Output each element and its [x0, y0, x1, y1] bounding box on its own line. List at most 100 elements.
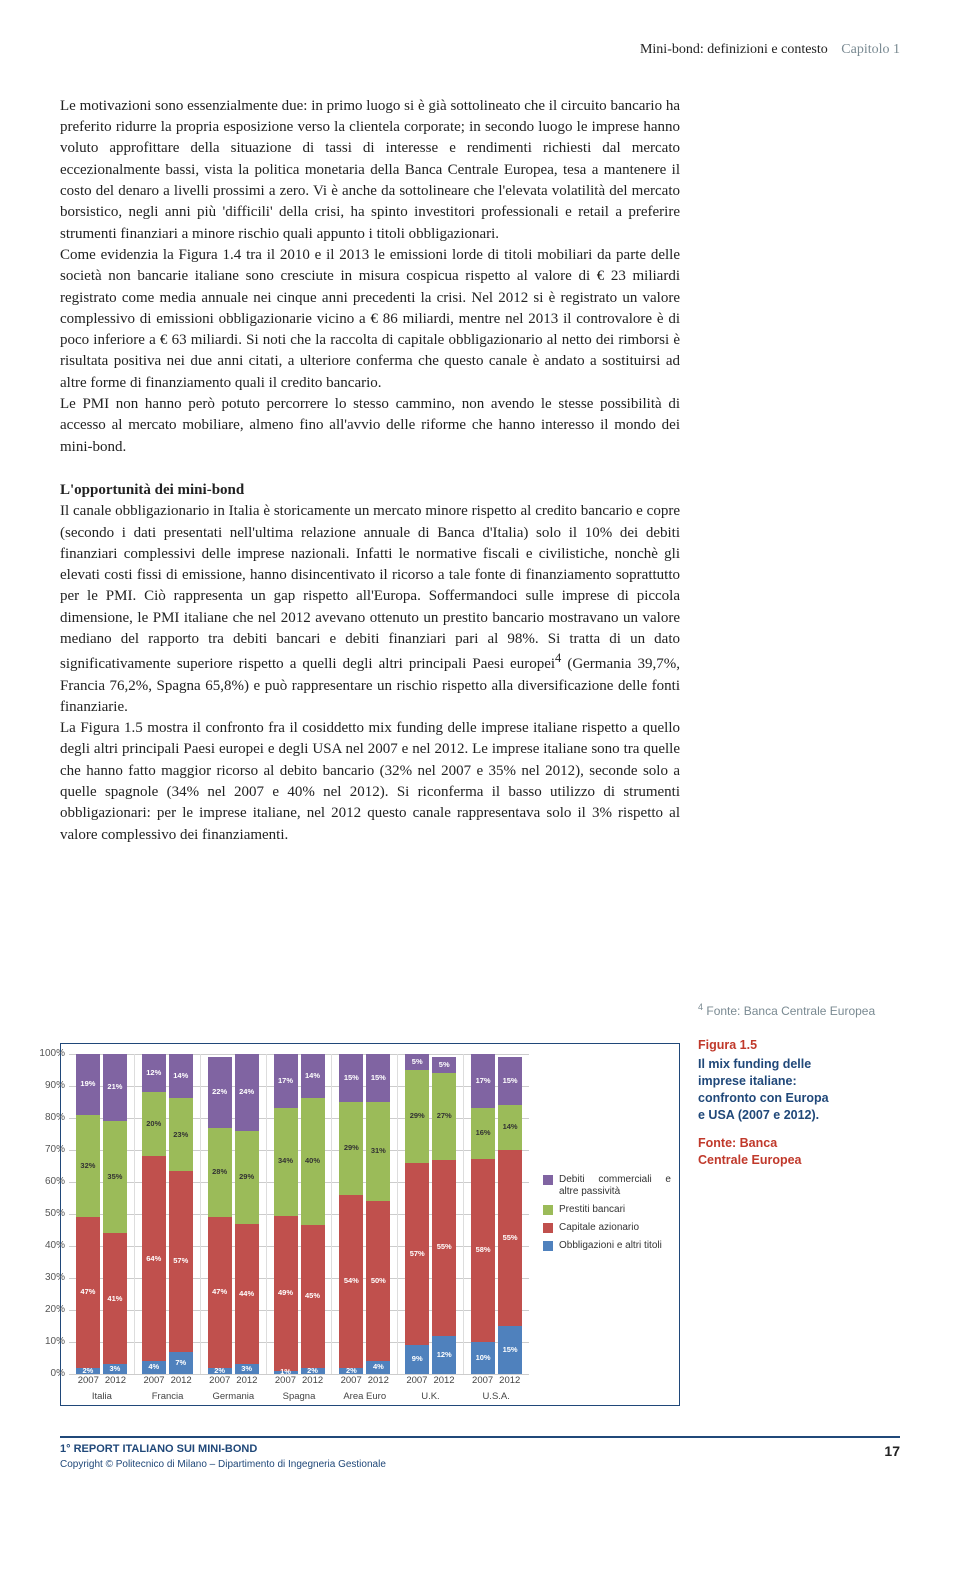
- bar-segment: 57%: [405, 1163, 429, 1345]
- bar-segment: 29%: [235, 1131, 259, 1224]
- bar-segment: 4%: [142, 1361, 166, 1374]
- p4a: Il canale obbligazionario in Italia è st…: [60, 503, 680, 672]
- bar: 17%34%49%1%: [274, 1054, 298, 1374]
- bar-segment: 50%: [366, 1201, 390, 1361]
- bar-segment: 4%: [366, 1361, 390, 1374]
- legend-item: Capitale azionario: [543, 1222, 671, 1234]
- page-header: Mini-bond: definizioni e contesto Capito…: [60, 40, 920, 60]
- legend-label: Capitale azionario: [559, 1222, 639, 1234]
- bar-segment: 12%: [142, 1054, 166, 1092]
- ft3: confronto con Europa: [698, 1091, 829, 1105]
- main-column: Le motivazioni sono essenzialmente due: …: [60, 96, 680, 1019]
- bar: 22%28%47%2%: [208, 1054, 232, 1374]
- legend-item: Prestiti bancari: [543, 1204, 671, 1216]
- bar-segment: 7%: [169, 1352, 193, 1374]
- bar-segment: 3%: [235, 1364, 259, 1374]
- chart-xaxis: 20072012Italia20072012Francia20072012Ger…: [69, 1374, 529, 1403]
- paragraph-5: La Figura 1.5 mostra il confronto fra il…: [60, 718, 680, 846]
- yaxis-tick: 90%: [45, 1079, 69, 1093]
- yaxis-tick: 0%: [51, 1367, 69, 1381]
- ft4: e USA (2007 e 2012).: [698, 1108, 819, 1122]
- xaxis-country: Area Euro: [332, 1390, 398, 1403]
- bar-segment: 34%: [274, 1108, 298, 1216]
- header-chapter: Capitolo 1: [841, 42, 900, 57]
- xaxis-year: 2012: [368, 1374, 389, 1387]
- bar-segment: 23%: [169, 1098, 193, 1171]
- legend-label: Prestiti bancari: [559, 1204, 625, 1216]
- bar: 15%14%55%15%: [498, 1054, 522, 1374]
- legend-label: Obbligazioni e altri titoli: [559, 1240, 662, 1252]
- ft2: imprese italiane:: [698, 1074, 797, 1088]
- bar-segment: 29%: [405, 1070, 429, 1163]
- yaxis-tick: 40%: [45, 1239, 69, 1253]
- xaxis-year: 2012: [236, 1374, 257, 1387]
- bar-segment: 15%: [366, 1054, 390, 1102]
- bar: 15%31%50%4%: [366, 1054, 390, 1374]
- chart-column: 0%10%20%30%40%50%60%70%80%90%100%19%32%4…: [60, 1037, 680, 1406]
- bar: 12%20%64%4%: [142, 1054, 166, 1374]
- xaxis-year: 2012: [171, 1374, 192, 1387]
- legend-swatch: [543, 1241, 553, 1251]
- bar-segment: 14%: [169, 1054, 193, 1098]
- bar-segment: 22%: [208, 1057, 232, 1127]
- bar-segment: 47%: [208, 1217, 232, 1367]
- bar-segment: 2%: [76, 1368, 100, 1374]
- bar-segment: 16%: [471, 1108, 495, 1159]
- figure-1-5-chart: 0%10%20%30%40%50%60%70%80%90%100%19%32%4…: [60, 1043, 680, 1406]
- bar-segment: 2%: [208, 1368, 232, 1374]
- legend-swatch: [543, 1223, 553, 1233]
- paragraph-1: Le motivazioni sono essenzialmente due: …: [60, 96, 680, 245]
- bar-segment: 14%: [301, 1054, 325, 1098]
- page-footer: 1° REPORT ITALIANO SUI MINI-BOND Copyrig…: [60, 1436, 920, 1472]
- bar-segment: 14%: [498, 1105, 522, 1150]
- bar-segment: 2%: [339, 1368, 363, 1374]
- bar-segment: 10%: [471, 1342, 495, 1374]
- yaxis-tick: 10%: [45, 1335, 69, 1349]
- bar: 15%29%54%2%: [339, 1054, 363, 1374]
- xaxis-year: 2007: [143, 1374, 164, 1387]
- xaxis-year: 2007: [406, 1374, 427, 1387]
- bar-segment: 2%: [301, 1368, 325, 1374]
- bar-segment: 32%: [76, 1115, 100, 1217]
- bar-segment: 15%: [498, 1326, 522, 1374]
- bar-segment: 58%: [471, 1159, 495, 1343]
- bar-segment: 29%: [339, 1102, 363, 1195]
- bar-segment: 35%: [103, 1121, 127, 1233]
- bar-segment: 12%: [432, 1336, 456, 1374]
- xaxis-year: 2012: [499, 1374, 520, 1387]
- xaxis-year: 2012: [433, 1374, 454, 1387]
- fs2: Centrale Europea: [698, 1153, 802, 1167]
- bar-segment: 5%: [405, 1054, 429, 1070]
- bar-segment: 40%: [301, 1098, 325, 1225]
- xaxis-country: Spagna: [266, 1390, 332, 1403]
- footer-left: 1° REPORT ITALIANO SUI MINI-BOND Copyrig…: [60, 1442, 386, 1472]
- xaxis-year: 2007: [472, 1374, 493, 1387]
- xaxis-year: 2012: [105, 1374, 126, 1387]
- yaxis-tick: 20%: [45, 1303, 69, 1317]
- paragraph-3: Le PMI non hanno però potuto percorrere …: [60, 394, 680, 458]
- figure-title: Il mix funding delle imprese italiane: c…: [698, 1056, 920, 1124]
- footer-report-title: 1° REPORT ITALIANO SUI MINI-BOND: [60, 1442, 386, 1458]
- legend-item: Debiti commerciali e altre passività: [543, 1174, 671, 1198]
- bar: 5%27%55%12%: [432, 1054, 456, 1374]
- bar: 14%40%45%2%: [301, 1054, 325, 1374]
- figure-caption-column: Figura 1.5 Il mix funding delle imprese …: [698, 1037, 920, 1406]
- footnote-4: 4 Fonte: Banca Centrale Europea: [698, 1001, 920, 1019]
- bar: 19%32%47%2%: [76, 1054, 100, 1374]
- bar-segment: 17%: [471, 1054, 495, 1108]
- fs1: Fonte: Banca: [698, 1136, 777, 1150]
- bar: 21%35%41%3%: [103, 1054, 127, 1374]
- figure-source: Fonte: Banca Centrale Europea: [698, 1135, 920, 1169]
- bar-segment: 15%: [498, 1057, 522, 1105]
- yaxis-tick: 70%: [45, 1143, 69, 1157]
- bar-segment: 45%: [301, 1225, 325, 1368]
- bar-segment: 17%: [274, 1054, 298, 1108]
- bar-segment: 31%: [366, 1102, 390, 1201]
- bar-segment: 15%: [339, 1054, 363, 1102]
- bar-segment: 64%: [142, 1156, 166, 1361]
- bar-segment: 49%: [274, 1216, 298, 1371]
- bar-segment: 21%: [103, 1054, 127, 1121]
- legend-swatch: [543, 1205, 553, 1215]
- yaxis-tick: 60%: [45, 1175, 69, 1189]
- bar-segment: 57%: [169, 1171, 193, 1352]
